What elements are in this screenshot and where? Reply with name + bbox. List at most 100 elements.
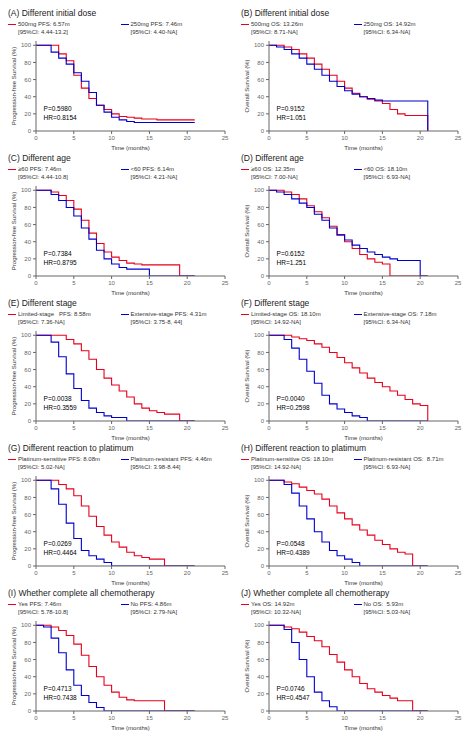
svg-text:20: 20 [257,401,264,407]
svg-text:25: 25 [455,135,462,141]
svg-text:5: 5 [305,425,309,431]
svg-text:60: 60 [24,512,31,518]
svg-text:0: 0 [261,273,265,279]
svg-text:80: 80 [257,495,264,501]
svg-text:20: 20 [24,401,31,407]
svg-text:20: 20 [417,715,424,721]
svg-text:80: 80 [24,205,31,211]
svg-text:10: 10 [341,425,348,431]
svg-text:25: 25 [455,425,462,431]
svg-text:0: 0 [28,418,32,424]
svg-text:100: 100 [21,622,32,628]
svg-text:0: 0 [267,425,271,431]
svg-text:25: 25 [455,715,462,721]
svg-text:5: 5 [305,135,309,141]
svg-text:25: 25 [222,715,229,721]
svg-text:20: 20 [257,546,264,552]
svg-text:10: 10 [108,135,115,141]
svg-text:80: 80 [24,640,31,646]
svg-text:15: 15 [379,570,386,576]
svg-text:20: 20 [257,111,264,117]
svg-text:20: 20 [417,425,424,431]
svg-text:40: 40 [257,239,264,245]
svg-text:0: 0 [261,128,265,134]
svg-text:15: 15 [379,425,386,431]
svg-text:10: 10 [341,570,348,576]
svg-text:15: 15 [379,280,386,286]
svg-text:20: 20 [24,256,31,262]
svg-text:15: 15 [379,135,386,141]
svg-text:60: 60 [24,657,31,663]
svg-text:25: 25 [455,570,462,576]
svg-text:5: 5 [72,135,76,141]
svg-text:40: 40 [24,384,31,390]
svg-text:100: 100 [254,187,265,193]
svg-text:10: 10 [341,280,348,286]
svg-text:40: 40 [24,529,31,535]
svg-text:0: 0 [267,570,271,576]
svg-text:80: 80 [24,60,31,66]
svg-text:0: 0 [34,570,38,576]
svg-text:10: 10 [108,280,115,286]
svg-text:20: 20 [184,135,191,141]
svg-text:40: 40 [257,529,264,535]
svg-text:60: 60 [257,512,264,518]
svg-text:100: 100 [254,42,265,48]
svg-text:20: 20 [184,570,191,576]
svg-text:15: 15 [379,715,386,721]
svg-text:80: 80 [257,205,264,211]
svg-text:25: 25 [222,570,229,576]
svg-text:60: 60 [24,77,31,83]
svg-text:0: 0 [267,280,271,286]
svg-text:10: 10 [108,425,115,431]
svg-text:20: 20 [417,570,424,576]
svg-text:0: 0 [28,708,32,714]
svg-text:20: 20 [417,135,424,141]
svg-text:100: 100 [254,477,265,483]
svg-text:10: 10 [108,715,115,721]
svg-text:100: 100 [21,477,32,483]
svg-text:5: 5 [305,570,309,576]
svg-text:0: 0 [34,280,38,286]
svg-text:0: 0 [267,135,271,141]
svg-text:0: 0 [34,135,38,141]
svg-text:5: 5 [72,425,76,431]
svg-text:5: 5 [305,715,309,721]
svg-text:20: 20 [24,111,31,117]
svg-text:0: 0 [34,715,38,721]
svg-text:40: 40 [257,94,264,100]
svg-text:0: 0 [261,418,265,424]
svg-text:0: 0 [34,425,38,431]
svg-text:40: 40 [257,384,264,390]
svg-text:20: 20 [184,425,191,431]
svg-text:60: 60 [257,367,264,373]
svg-text:100: 100 [21,187,32,193]
svg-text:25: 25 [455,280,462,286]
svg-text:15: 15 [146,135,153,141]
svg-text:80: 80 [257,640,264,646]
svg-text:10: 10 [108,570,115,576]
svg-text:0: 0 [28,273,32,279]
svg-text:0: 0 [261,708,265,714]
svg-text:100: 100 [254,332,265,338]
svg-text:60: 60 [24,222,31,228]
svg-text:40: 40 [24,94,31,100]
svg-text:80: 80 [24,350,31,356]
svg-text:20: 20 [24,546,31,552]
svg-text:5: 5 [305,280,309,286]
svg-text:20: 20 [417,280,424,286]
svg-text:20: 20 [257,691,264,697]
svg-text:100: 100 [21,332,32,338]
svg-text:40: 40 [24,239,31,245]
svg-text:60: 60 [257,77,264,83]
svg-text:80: 80 [24,495,31,501]
svg-text:100: 100 [21,42,32,48]
svg-text:60: 60 [257,222,264,228]
svg-text:15: 15 [146,715,153,721]
svg-text:60: 60 [24,367,31,373]
svg-text:20: 20 [257,256,264,262]
svg-text:5: 5 [72,280,76,286]
svg-text:40: 40 [257,674,264,680]
svg-text:25: 25 [222,280,229,286]
svg-text:20: 20 [24,691,31,697]
